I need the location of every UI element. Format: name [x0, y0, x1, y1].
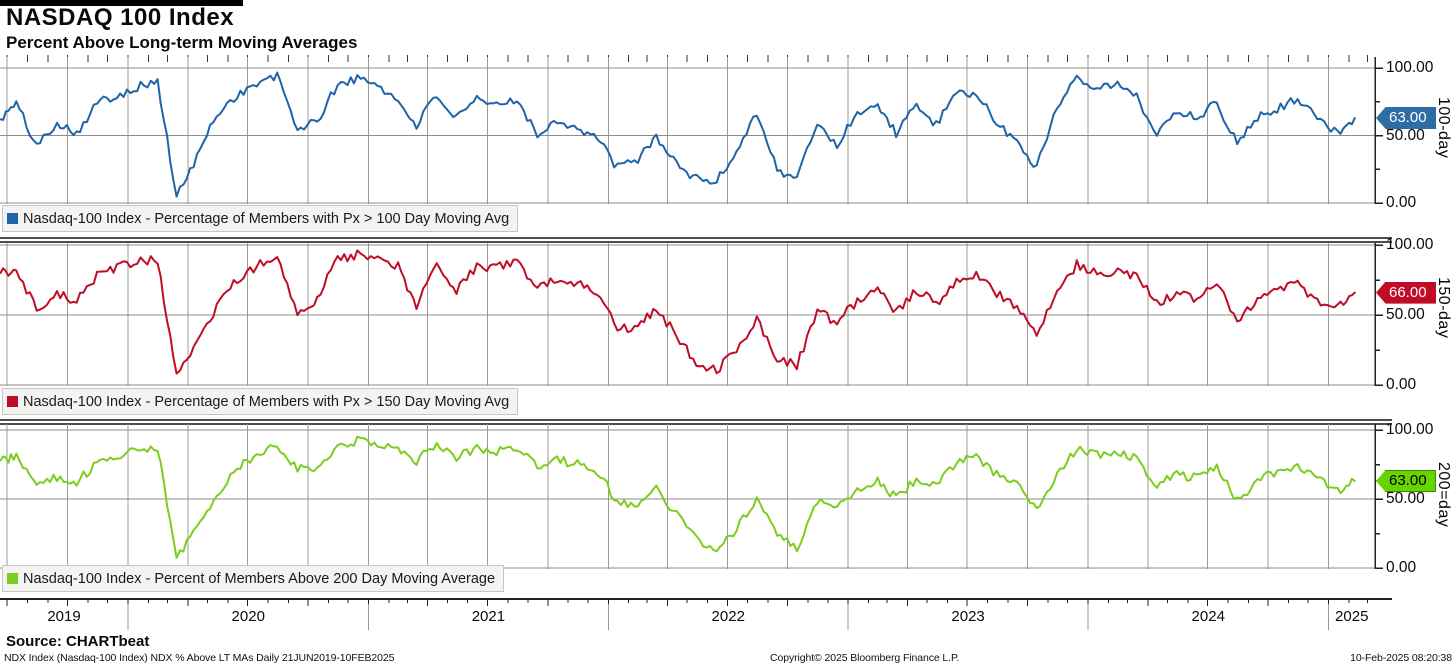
x-tick-label-year: 2021	[471, 608, 506, 625]
y-tick-label: 50.00	[1386, 490, 1425, 507]
panel-axis-label-200day: 200=day	[1435, 462, 1452, 528]
last-value-tag-150day: 66.00	[1376, 281, 1436, 304]
y-tick-label: 0.00	[1386, 194, 1417, 211]
y-tick-label: 100.00	[1386, 59, 1434, 76]
legend-item-150day: Nasdaq-100 Index - Percentage of Members…	[2, 388, 519, 415]
legend-label-150day: Nasdaq-100 Index - Percentage of Members…	[23, 393, 510, 410]
source-label: Source: CHARTbeat	[6, 633, 150, 650]
legend-item-200day: Nasdaq-100 Index - Percent of Members Ab…	[2, 565, 505, 592]
x-tick-label-year: 2023	[951, 608, 985, 625]
y-tick-label: 50.00	[1386, 126, 1425, 144]
chart-meta-label: NDX Index (Nasdaq-100 Index) NDX % Above…	[4, 652, 395, 664]
x-tick-label-year: 2024	[1191, 608, 1225, 625]
y-tick-label: 50.00	[1386, 306, 1425, 323]
x-tick-label-year: 2022	[711, 608, 745, 625]
copyright-label: Copyright© 2025 Bloomberg Finance L.P.	[770, 652, 960, 664]
last-value-tag-100day: 63.00	[1376, 106, 1436, 129]
x-tick-label-year: 2025	[1335, 608, 1369, 625]
last-value-tag-200day: 63.00	[1376, 470, 1436, 493]
panel-axis-label-150day: 150-day	[1435, 277, 1452, 339]
panel-axis-label-100day: 100-day	[1435, 97, 1452, 159]
legend-item-100day: Nasdaq-100 Index - Percentage of Members…	[2, 205, 519, 232]
y-tick-label: 0.00	[1386, 559, 1417, 576]
y-tick-label: 0.00	[1386, 376, 1417, 393]
timestamp-label: 10-Feb-2025 08:20:38	[1350, 652, 1452, 664]
page-subtitle: Percent Above Long-term Moving Averages	[6, 33, 358, 52]
y-tick-label: 100.00	[1386, 421, 1434, 438]
legend-label-200day: Nasdaq-100 Index - Percent of Members Ab…	[23, 570, 496, 587]
top-black-bar	[0, 0, 243, 6]
legend-swatch-blue-icon	[7, 213, 18, 224]
page-title: NASDAQ 100 Index	[6, 4, 235, 31]
x-tick-label-year: 2020	[231, 608, 265, 625]
legend-swatch-red-icon	[7, 396, 18, 407]
y-tick-label: 100.00	[1386, 236, 1434, 253]
legend-swatch-green-icon	[7, 573, 18, 584]
x-tick-label-year: 2019	[47, 608, 81, 625]
legend-label-100day: Nasdaq-100 Index - Percentage of Members…	[23, 210, 510, 227]
